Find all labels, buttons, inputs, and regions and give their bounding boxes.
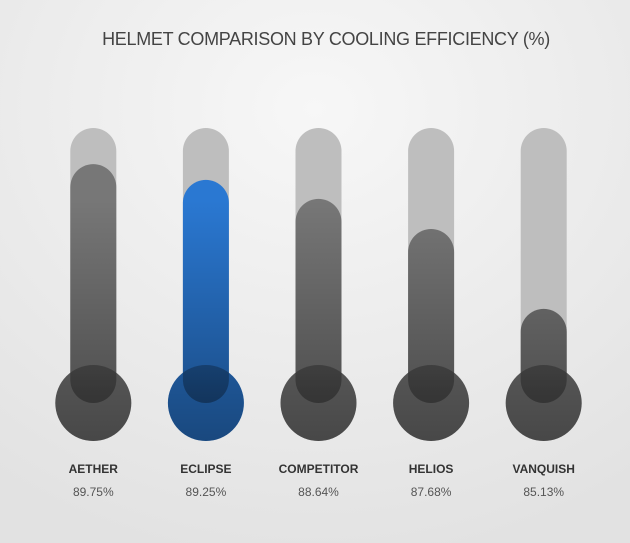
value-label: 88.64% [298, 485, 339, 499]
shade [70, 164, 117, 403]
shade [505, 365, 582, 441]
category-label: AETHER [69, 462, 119, 476]
value-label: 89.75% [73, 485, 114, 499]
shade [280, 365, 357, 441]
shade [167, 365, 244, 441]
value-label: 87.68% [411, 485, 452, 499]
shade [408, 228, 455, 403]
shade [393, 365, 470, 441]
category-label: ECLIPSE [180, 462, 231, 476]
thermometer-fill [505, 308, 582, 441]
shade [182, 179, 229, 403]
thermometer-fill [55, 164, 132, 441]
category-label: COMPETITOR [279, 462, 359, 476]
category-label: HELIOS [409, 462, 454, 476]
category-label: VANQUISH [512, 462, 574, 476]
chart-title: HELMET COMPARISON BY COOLING EFFICIENCY … [102, 29, 550, 49]
shade [55, 365, 132, 441]
thermometer-fill [167, 179, 244, 441]
value-label: 89.25% [186, 485, 227, 499]
shade [295, 198, 342, 403]
thermometer-fill [280, 198, 357, 441]
value-label: 85.13% [523, 485, 564, 499]
thermometer-fill [393, 228, 470, 441]
